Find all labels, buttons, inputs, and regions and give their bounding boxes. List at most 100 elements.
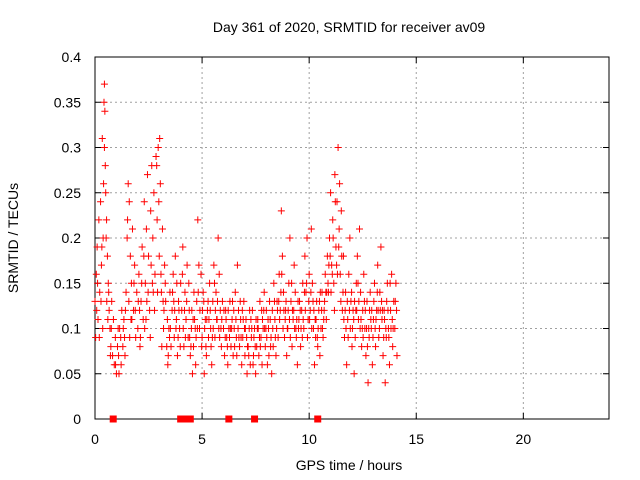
data-point <box>338 252 346 260</box>
data-point <box>388 315 396 323</box>
gap-marker <box>109 415 117 423</box>
data-point <box>278 252 286 260</box>
data-point <box>194 216 202 224</box>
data-point <box>106 352 114 360</box>
data-point <box>123 234 131 242</box>
data-point <box>299 315 307 323</box>
data-point <box>238 361 246 369</box>
data-point <box>161 279 169 287</box>
data-point <box>238 306 246 314</box>
y-axis-label: SRMTID / TECUs <box>5 183 21 293</box>
data-point <box>182 315 190 323</box>
data-point <box>387 325 395 332</box>
data-point <box>147 261 155 269</box>
data-point <box>353 252 361 260</box>
data-point <box>122 288 130 296</box>
data-point <box>234 325 242 332</box>
data-point <box>330 306 338 314</box>
data-point <box>331 171 339 179</box>
data-point <box>151 270 159 278</box>
data-point <box>336 180 344 188</box>
data-point <box>207 343 215 351</box>
data-point <box>93 306 101 314</box>
data-point <box>201 325 209 332</box>
data-point <box>252 315 260 323</box>
data-point <box>138 279 146 287</box>
data-point <box>370 279 378 287</box>
data-point <box>187 343 195 351</box>
data-point <box>378 297 386 305</box>
data-point <box>391 297 399 305</box>
data-point <box>221 352 229 360</box>
data-point <box>119 343 127 351</box>
data-point <box>157 270 165 278</box>
data-point <box>263 361 271 369</box>
data-point <box>192 361 200 369</box>
data-point <box>96 288 104 296</box>
data-point <box>231 288 239 296</box>
data-point <box>192 334 200 342</box>
data-point <box>288 279 296 287</box>
data-point <box>384 306 392 314</box>
data-point <box>326 252 334 260</box>
data-point <box>167 343 175 351</box>
gap-marker <box>314 415 322 423</box>
data-point <box>183 261 191 269</box>
x-axis-label: GPS time / hours <box>296 457 403 473</box>
data-point <box>171 306 179 314</box>
data-point <box>152 153 160 161</box>
data-point <box>198 343 206 351</box>
data-point <box>115 352 123 360</box>
data-point <box>169 270 177 278</box>
data-point <box>236 297 244 305</box>
data-point <box>102 189 110 197</box>
data-point <box>142 225 150 233</box>
data-point <box>101 162 109 170</box>
data-point <box>315 297 323 305</box>
data-point <box>368 306 376 314</box>
data-point <box>101 107 109 115</box>
data-point <box>124 216 132 224</box>
data-point <box>278 270 286 278</box>
data-point <box>357 315 365 323</box>
data-point <box>183 297 191 305</box>
data-point <box>389 343 397 351</box>
data-point <box>149 234 157 242</box>
data-point <box>126 334 134 342</box>
data-point <box>195 261 203 269</box>
data-point <box>141 325 149 332</box>
data-point <box>252 370 260 378</box>
data-point <box>151 306 159 314</box>
data-point <box>243 370 251 378</box>
data-point <box>325 261 333 269</box>
data-point <box>107 325 115 332</box>
data-point <box>214 234 222 242</box>
data-point <box>224 361 232 369</box>
data-point <box>337 297 345 305</box>
tick-labels: 0 5 10 15 20 0 0.05 0.1 0.15 0.2 0.25 0.3 0.35 0.4 <box>54 49 532 447</box>
data-point <box>380 334 388 342</box>
data-point <box>153 162 161 170</box>
data-point <box>138 243 146 251</box>
data-point <box>363 343 371 351</box>
data-point <box>121 352 129 360</box>
data-point <box>103 216 111 224</box>
data-point <box>131 261 139 269</box>
x-tick-label: 10 <box>301 431 317 447</box>
data-point <box>156 134 164 142</box>
data-point <box>344 334 352 342</box>
data-point <box>314 343 322 351</box>
data-point <box>300 288 308 296</box>
data-point <box>216 334 224 342</box>
data-point <box>181 306 189 314</box>
data-point <box>364 379 372 387</box>
data-point <box>135 270 143 278</box>
data-point <box>140 252 148 260</box>
data-point <box>273 325 281 332</box>
data-point <box>107 343 115 351</box>
data-point <box>112 361 120 369</box>
data-point <box>357 288 365 296</box>
data-point <box>213 315 221 323</box>
data-point <box>331 198 339 206</box>
data-point <box>318 325 326 332</box>
